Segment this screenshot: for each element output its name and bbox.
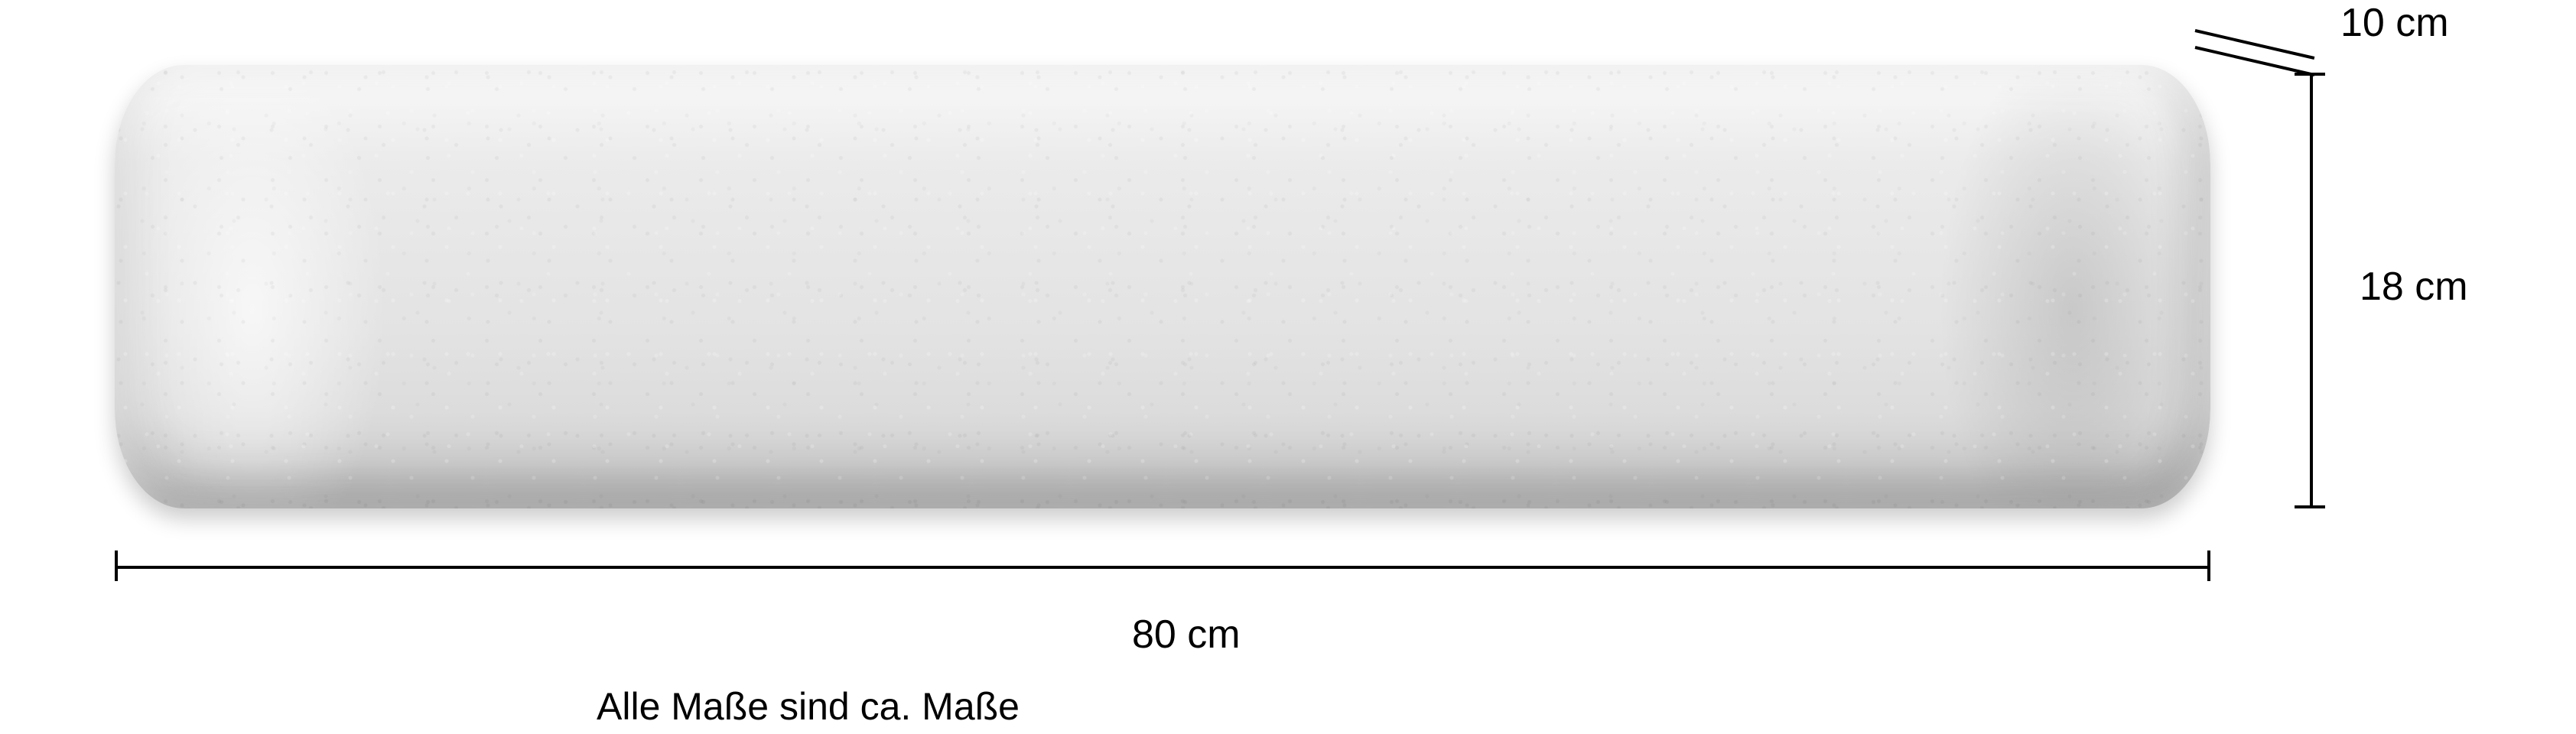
approx-note: Alle Maße sind ca. Maße <box>597 684 1020 729</box>
width-dim-cap-right <box>2207 550 2210 581</box>
cushion-image <box>115 65 2210 508</box>
height-dim-label: 18 cm <box>2360 264 2468 310</box>
depth-dim-label: 10 cm <box>2340 0 2449 46</box>
depth-dim-line-upper <box>2195 29 2315 60</box>
height-dim-line <box>2310 73 2313 508</box>
width-dim-cap-left <box>115 550 118 581</box>
depth-dim-line-lower <box>2195 46 2315 76</box>
width-dim-line <box>115 566 2210 569</box>
width-dim-label: 80 cm <box>1132 612 1241 658</box>
height-dim-cap-bottom <box>2295 505 2325 508</box>
